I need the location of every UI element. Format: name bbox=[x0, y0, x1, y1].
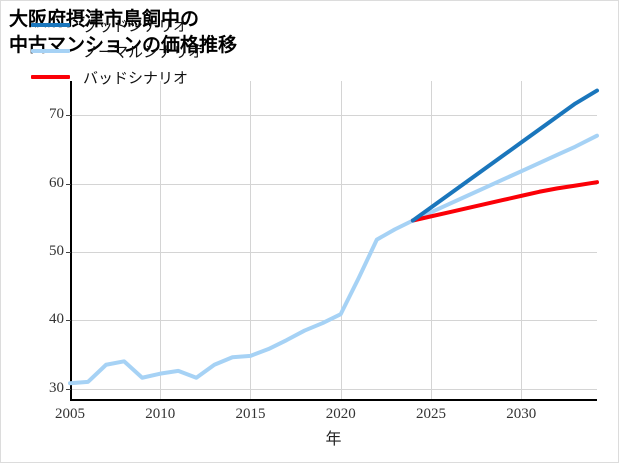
y-tick-label: 60 bbox=[49, 174, 64, 191]
x-axis-label: 年 bbox=[325, 431, 342, 448]
series-line bbox=[410, 180, 599, 223]
legend-color-swatch bbox=[31, 75, 70, 79]
legend-color-swatch bbox=[31, 49, 70, 53]
x-axis-spine bbox=[70, 399, 597, 401]
x-tick-label: 2015 bbox=[235, 406, 266, 422]
legend-item[interactable]: バッドシナリオ bbox=[31, 64, 203, 90]
y-tick-mark bbox=[66, 251, 71, 253]
gridline-vertical bbox=[250, 81, 251, 401]
x-tick-label: 2025 bbox=[415, 406, 446, 422]
x-tick-label: 2005 bbox=[55, 406, 85, 422]
gridline-vertical bbox=[160, 81, 161, 401]
legend-label: ノーマルシナリオ bbox=[83, 44, 204, 61]
y-tick-label: 40 bbox=[49, 311, 64, 328]
series-line bbox=[68, 133, 599, 386]
gridline-vertical bbox=[431, 81, 432, 401]
x-tick-label: 2020 bbox=[325, 406, 356, 422]
gridline-horizontal bbox=[70, 252, 597, 253]
chart-legend: グッドシナリオ ノーマルシナリオ バッドシナリオ bbox=[31, 12, 203, 90]
y-tick-mark bbox=[66, 320, 71, 322]
y-tick-mark bbox=[66, 388, 71, 390]
legend-label: グッドシナリオ bbox=[83, 18, 189, 35]
series-lines bbox=[68, 88, 599, 386]
x-tick-label: 2030 bbox=[506, 406, 537, 422]
series-line bbox=[410, 88, 599, 223]
legend-item[interactable]: ノーマルシナリオ bbox=[31, 38, 203, 64]
y-tick-label: 30 bbox=[49, 379, 64, 396]
gridline-horizontal bbox=[70, 389, 597, 390]
y-tick-label: 70 bbox=[49, 106, 64, 123]
legend-color-swatch bbox=[31, 23, 70, 27]
plot-area bbox=[68, 81, 599, 401]
y-tick-mark bbox=[66, 183, 71, 185]
legend-item[interactable]: グッドシナリオ bbox=[31, 12, 203, 38]
gridline-vertical bbox=[341, 81, 342, 401]
y-tick-mark bbox=[66, 115, 71, 117]
y-axis-spine bbox=[70, 81, 72, 401]
gridline-horizontal bbox=[70, 184, 597, 185]
legend-label: バッドシナリオ bbox=[83, 70, 189, 87]
x-tick-label: 2010 bbox=[145, 406, 176, 422]
gridline-vertical bbox=[521, 81, 522, 401]
gridline-horizontal bbox=[70, 320, 597, 321]
y-tick-label: 50 bbox=[49, 242, 64, 259]
gridline-horizontal bbox=[70, 115, 597, 116]
